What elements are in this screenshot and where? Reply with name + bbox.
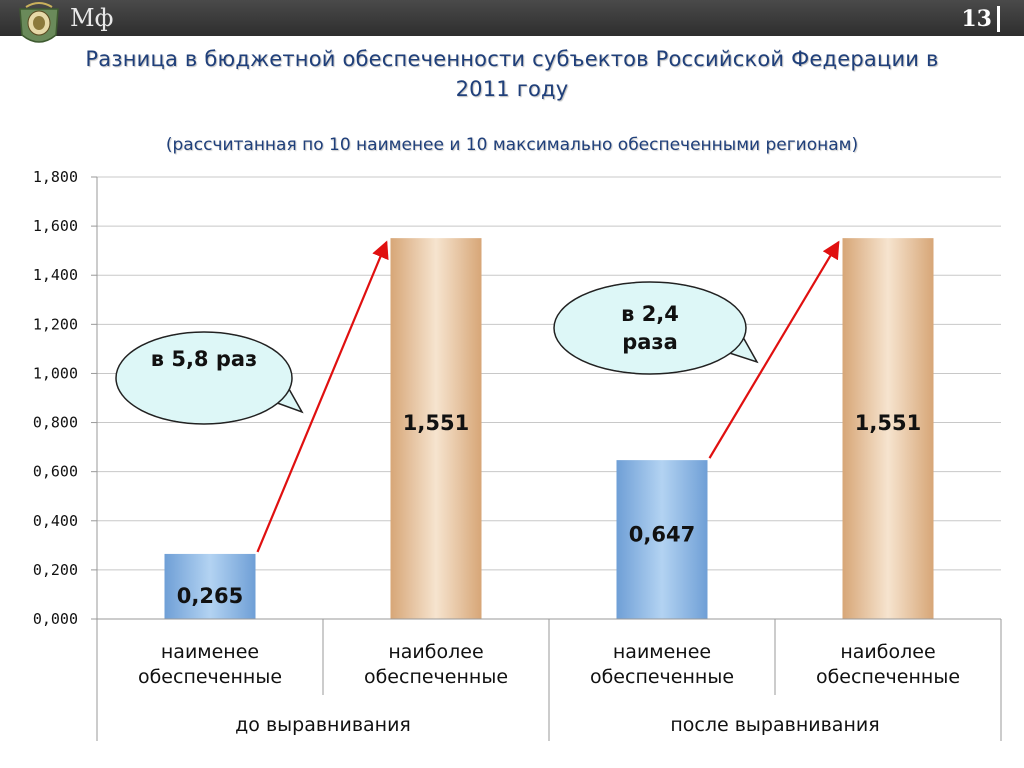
growth-arrow — [256, 240, 389, 553]
page-number-divider — [997, 6, 1000, 32]
growth-arrow — [708, 240, 840, 459]
bar-2 — [390, 238, 482, 620]
callout-text: в 5,8 раз — [150, 347, 258, 371]
slide-title: Разница в бюджетной обеспеченности субъе… — [85, 47, 939, 101]
y-tick-label: 0,200 — [33, 561, 78, 579]
y-tick-label: 1,600 — [33, 217, 78, 235]
y-tick-label: 0,400 — [33, 512, 78, 530]
y-tick-label: 1,400 — [33, 266, 78, 284]
group-label: после выравнивания — [670, 714, 880, 736]
bar-4 — [842, 238, 934, 620]
page-number: 13 — [961, 6, 992, 32]
y-tick-label: 1,200 — [33, 315, 78, 333]
callout-fill — [555, 283, 745, 373]
bar-3 — [616, 460, 708, 619]
category-label: наиболее обеспеченные — [363, 641, 509, 688]
y-tick-label: 0,800 — [33, 414, 78, 432]
y-tick-label: 0,000 — [33, 610, 78, 628]
slide-subtitle: (рассчитанная по 10 наименее и 10 максим… — [165, 135, 859, 155]
y-tick-label: 0,600 — [33, 463, 78, 481]
y-tick-label: 1,000 — [33, 364, 78, 382]
category-label: наиболее обеспеченные — [815, 641, 961, 688]
group-label: до выравнивания — [235, 714, 411, 736]
top-bar: Мф 13 — [0, 0, 1024, 43]
ministry-emblem-icon — [19, 2, 59, 43]
data-label: 1,551 — [855, 411, 921, 435]
data-label: 1,551 — [403, 411, 469, 435]
data-label: 0,647 — [629, 523, 695, 547]
data-label: 0,265 — [177, 584, 243, 608]
category-label: наименее обеспеченные — [589, 641, 735, 688]
callout-fill — [117, 333, 291, 423]
bar-1 — [164, 553, 256, 619]
brand-logo-text: Мф — [70, 4, 114, 32]
y-tick-label: 1,800 — [33, 168, 78, 186]
category-label: наименее обеспеченные — [137, 641, 283, 688]
callout-text: в 2,4 раза — [621, 302, 679, 354]
